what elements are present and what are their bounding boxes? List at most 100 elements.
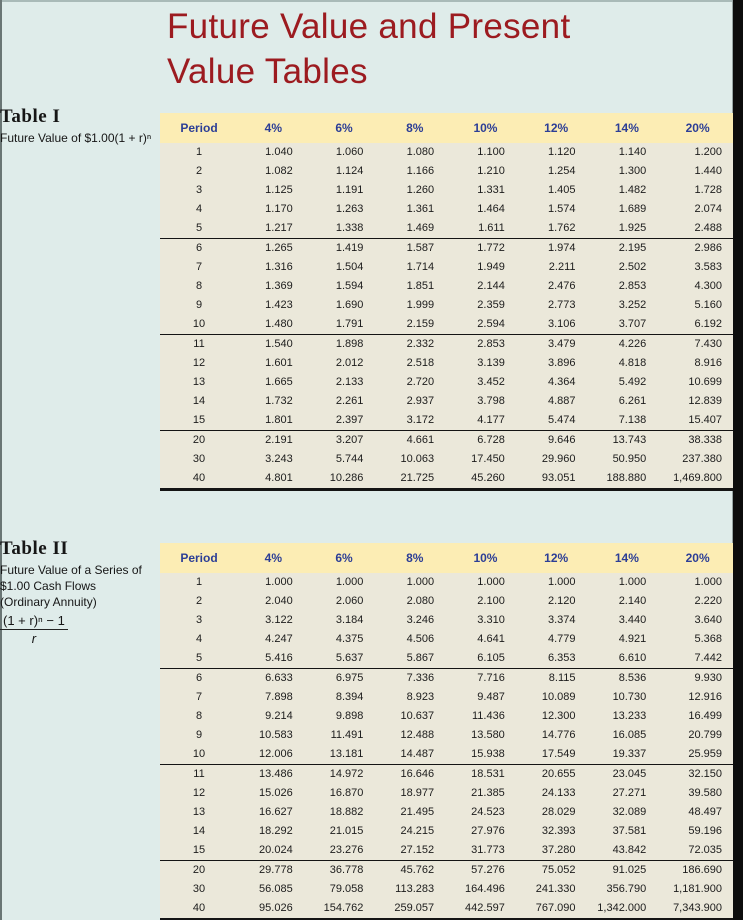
factor-value-cell: 4.300 [662, 277, 733, 296]
factor-value-cell: 18.977 [379, 784, 451, 803]
page-left-edge [0, 0, 2, 920]
factor-value-cell: 1.120 [520, 143, 592, 162]
table2-subtitle-line2: $1.00 Cash Flows [0, 579, 97, 593]
factor-value-cell: 1.254 [520, 162, 592, 181]
table-row: 8 1.369 1.594 1.851 2.144 2.476 2.853 4.300 [160, 277, 733, 296]
factor-value-cell: 1.714 [379, 258, 451, 277]
page-title: Future Value and Present Value Tables [167, 4, 570, 94]
table-row: 30 3.243 5.744 10.063 17.450 29.960 50.950 237.… [160, 450, 733, 469]
factor-value-cell: 10.583 [238, 726, 309, 745]
factor-value-cell: 188.880 [591, 469, 663, 490]
table-row: 10 12.006 13.181 14.487 15.938 17.549 19.337 25… [160, 745, 733, 765]
factor-value-cell: 1.265 [238, 238, 309, 258]
factor-value-cell: 3.243 [238, 450, 309, 469]
factor-value-cell: 2.720 [379, 373, 451, 392]
factor-value-cell: 1.140 [591, 143, 663, 162]
table-row: 40 4.801 10.286 21.725 45.260 93.051 188.880 1,… [160, 469, 733, 490]
factor-value-cell: 4.779 [520, 630, 592, 649]
period-cell: 2 [160, 592, 238, 611]
factor-value-cell: 32.393 [520, 822, 592, 841]
factor-value-cell: 12.916 [662, 688, 733, 707]
factor-value-cell: 10.063 [379, 450, 451, 469]
factor-value-cell: 1.000 [379, 573, 451, 592]
factor-value-cell: 1.331 [450, 181, 521, 200]
factor-value-cell: 3.122 [238, 611, 309, 630]
factor-value-cell: 15.407 [662, 411, 733, 431]
factor-value-cell: 5.160 [662, 296, 733, 315]
factor-value-cell: 8.916 [662, 354, 733, 373]
period-cell: 11 [160, 764, 238, 784]
table-row: 15 20.024 23.276 27.152 31.773 37.280 43.842 72… [160, 841, 733, 861]
factor-value-cell: 1.338 [308, 219, 380, 239]
factor-value-cell: 1.405 [520, 181, 592, 200]
factor-value-cell: 4.226 [591, 334, 663, 354]
factor-value-cell: 1.260 [379, 181, 451, 200]
factor-value-cell: 38.338 [662, 430, 733, 450]
factor-value-cell: 3.798 [450, 392, 521, 411]
period-cell: 30 [160, 450, 238, 469]
factor-value-cell: 2.853 [450, 334, 521, 354]
rate-column-header: 6% [308, 543, 380, 573]
factor-value-cell: 27.976 [450, 822, 521, 841]
period-cell: 40 [160, 469, 238, 490]
factor-value-cell: 16.627 [238, 803, 309, 822]
factor-value-cell: 13.233 [591, 707, 663, 726]
factor-value-cell: 1.480 [238, 315, 309, 335]
factor-value-cell: 1.587 [379, 238, 451, 258]
factor-value-cell: 1.125 [238, 181, 309, 200]
factor-value-cell: 1.000 [662, 573, 733, 592]
factor-value-cell: 4.375 [308, 630, 380, 649]
factor-value-cell: 7.138 [591, 411, 663, 431]
factor-value-cell: 1.000 [450, 573, 521, 592]
factor-value-cell: 12.006 [238, 745, 309, 765]
factor-value-cell: 186.690 [662, 860, 733, 880]
factor-value-cell: 21.725 [379, 469, 451, 490]
factor-value-cell: 2.397 [308, 411, 380, 431]
factor-value-cell: 93.051 [520, 469, 592, 490]
factor-value-cell: 27.152 [379, 841, 451, 861]
factor-value-cell: 5.867 [379, 649, 451, 669]
factor-value-cell: 3.139 [450, 354, 521, 373]
factor-value-cell: 1,342.000 [591, 899, 663, 920]
factor-value-cell: 23.276 [308, 841, 380, 861]
formula-numerator: (1 + r)ⁿ − 1 [3, 613, 65, 628]
rate-column-header: 10% [450, 543, 521, 573]
factor-value-cell: 1.361 [379, 200, 451, 219]
factor-value-cell: 4.364 [520, 373, 592, 392]
factor-value-cell: 2.060 [308, 592, 380, 611]
factor-value-cell: 56.085 [238, 880, 309, 899]
factor-value-cell: 24.523 [450, 803, 521, 822]
factor-value-cell: 12.488 [379, 726, 451, 745]
factor-value-cell: 6.975 [308, 668, 380, 688]
table-row: 13 16.627 18.882 21.495 24.523 28.029 32.089 48… [160, 803, 733, 822]
page-title-line1: Future Value and Present [167, 7, 571, 46]
factor-value-cell: 1.170 [238, 200, 309, 219]
factor-value-cell: 45.260 [450, 469, 521, 490]
factor-value-cell: 1.210 [450, 162, 521, 181]
factor-value-cell: 9.214 [238, 707, 309, 726]
header-row: Period 4% 6% 8% 10% 12% 14% 20% [160, 113, 733, 143]
table-row: 20 2.191 3.207 4.661 6.728 9.646 13.743 38.338 [160, 430, 733, 450]
table-row: 6 1.265 1.419 1.587 1.772 1.974 2.195 2.986 [160, 238, 733, 258]
factor-value-cell: 2.773 [520, 296, 592, 315]
factor-value-cell: 1.949 [450, 258, 521, 277]
factor-value-cell: 7.716 [450, 668, 521, 688]
factor-value-cell: 3.896 [520, 354, 592, 373]
period-cell: 5 [160, 219, 238, 239]
factor-value-cell: 8.536 [591, 668, 663, 688]
table-row: 4 4.247 4.375 4.506 4.641 4.779 4.921 5.368 [160, 630, 733, 649]
factor-value-cell: 2.140 [591, 592, 663, 611]
factor-value-cell: 57.276 [450, 860, 521, 880]
period-row-group: 1 1.000 1.000 1.000 1.000 1.000 1.000 1.000 2 2.0… [160, 573, 733, 669]
factor-value-cell: 37.280 [520, 841, 592, 861]
table-row: 8 9.214 9.898 10.637 11.436 12.300 13.233 16.49… [160, 707, 733, 726]
period-cell: 30 [160, 880, 238, 899]
rate-column-header: 12% [520, 543, 592, 573]
factor-value-cell: 1.772 [450, 238, 521, 258]
factor-value-cell: 3.479 [520, 334, 592, 354]
factor-value-cell: 3.452 [450, 373, 521, 392]
factor-value-cell: 1.482 [591, 181, 663, 200]
rate-column-header: 14% [591, 113, 663, 143]
factor-value-cell: 5.474 [520, 411, 592, 431]
factor-value-cell: 16.646 [379, 764, 451, 784]
